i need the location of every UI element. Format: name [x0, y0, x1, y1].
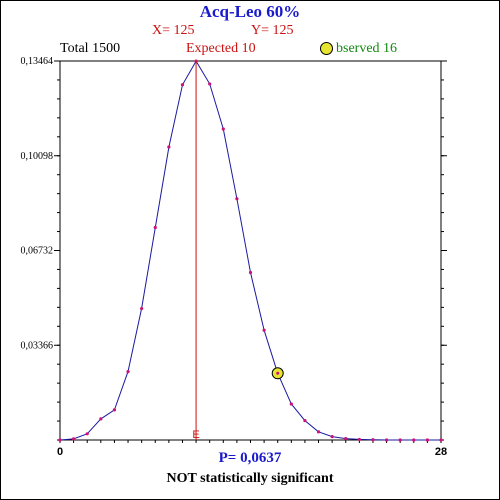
data-point — [303, 418, 307, 423]
data-point — [153, 225, 157, 230]
observed-text: bserved 16 — [336, 41, 398, 56]
expected-text: Expected 10 — [186, 41, 256, 56]
data-point — [344, 436, 348, 441]
expected-line-label: E — [192, 429, 199, 441]
data-point — [371, 438, 375, 442]
x-value-text: X= 125 — [152, 23, 195, 38]
significance-text: NOT statistically significant — [166, 471, 334, 486]
data-point — [384, 438, 389, 442]
y-tick-label: 0,06732 — [21, 246, 54, 257]
y-tick-label: 0,10098 — [21, 151, 54, 162]
plot-area — [59, 60, 442, 441]
data-point — [439, 438, 443, 442]
data-point — [85, 432, 89, 436]
observed-legend-marker-icon — [320, 42, 333, 55]
data-point — [208, 82, 212, 86]
data-point — [180, 83, 185, 87]
data-point — [412, 438, 416, 442]
p-value-text: P= 0,0637 — [218, 450, 282, 466]
observed-marker-center — [276, 371, 280, 375]
data-point — [140, 306, 144, 311]
distribution-curve — [59, 60, 441, 441]
chart-title: Acq-Leo 60% — [199, 2, 301, 21]
data-point — [167, 145, 171, 149]
data-point — [330, 435, 334, 439]
x-tick-label: 28 — [435, 446, 447, 458]
data-point — [357, 437, 361, 442]
data-point — [262, 328, 266, 332]
data-point — [72, 437, 76, 441]
data-point — [126, 369, 130, 374]
y-value-text: Y= 125 — [251, 23, 294, 38]
data-point — [398, 438, 402, 442]
data-point — [425, 438, 429, 442]
data-point — [248, 270, 253, 275]
data-point — [99, 417, 103, 421]
data-point — [221, 127, 225, 131]
data-point — [316, 430, 321, 434]
data-point — [58, 438, 62, 442]
data-point — [235, 197, 239, 201]
data-point — [112, 408, 117, 412]
total-text: Total 1500 — [60, 41, 121, 56]
data-point — [289, 402, 293, 406]
x-tick-label: 0 — [57, 446, 63, 458]
y-tick-label: 0,13464 — [21, 56, 54, 67]
y-tick-label: 0,03366 — [21, 340, 54, 351]
